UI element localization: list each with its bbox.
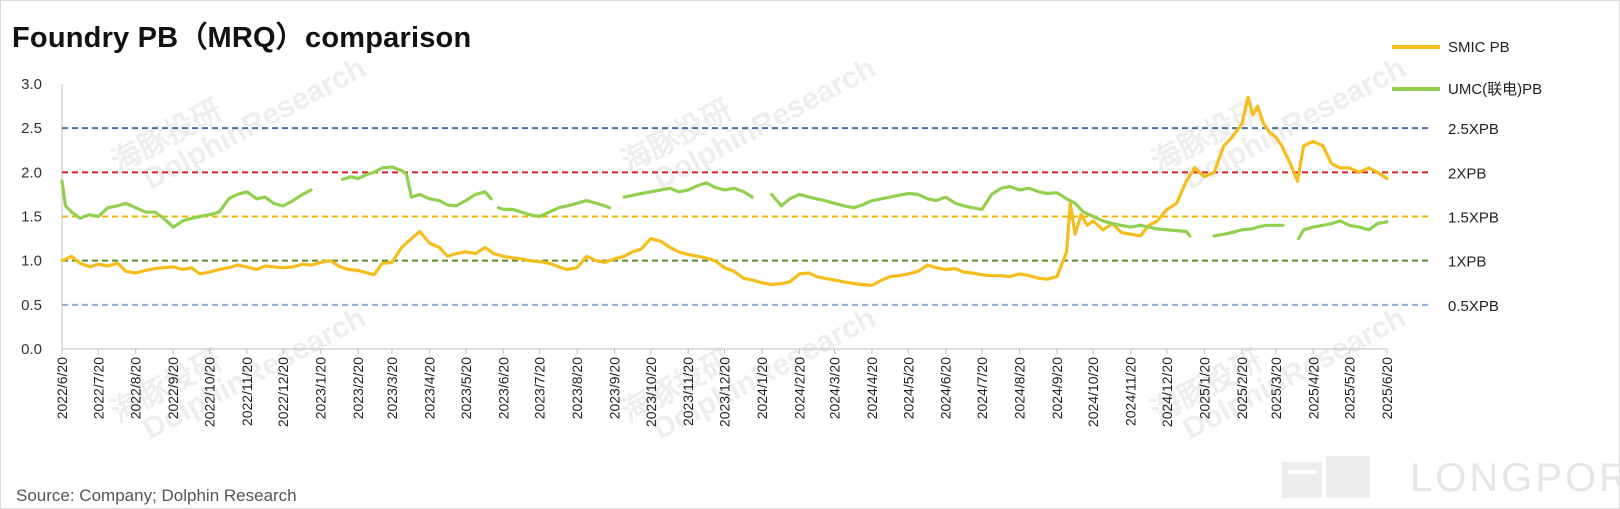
x-tick-label: 2024/9/20 [1049, 357, 1065, 419]
x-tick-label: 2025/1/20 [1196, 357, 1212, 419]
reference-lines: 2.5XPB 2XPB 1.5XPB 1XPB 0.5XPB [62, 121, 1499, 315]
x-tick-label: 2024/2/20 [791, 357, 807, 419]
source-note: Source: Company; Dolphin Research [16, 486, 297, 505]
y-tick-label: 2.0 [21, 164, 42, 181]
x-tick-label: 2022/10/20 [201, 357, 217, 427]
x-tick-label: 2022/8/20 [128, 357, 144, 419]
x-tick-label: 2025/2/20 [1234, 357, 1250, 419]
x-tick-label: 2023/9/20 [606, 357, 622, 419]
x-tick-label: 2024/7/20 [974, 357, 990, 419]
series-layer [60, 95, 1389, 287]
x-tick-label: 2025/5/20 [1342, 357, 1358, 419]
x-tick-label: 2023/11/20 [680, 357, 696, 426]
x-tick-label: 2024/4/20 [864, 357, 880, 419]
legend-label: SMIC PB [1448, 39, 1510, 56]
series-line-smic [60, 95, 1389, 287]
y-tick-label: 0.0 [21, 341, 42, 358]
reference-line-label: 1.5XPB [1448, 210, 1499, 227]
legend: SMIC PB UMC(联电)PB [1392, 39, 1542, 98]
axes: 0.0 0.5 1.0 1.5 2.0 2.5 3.0 2022/6/20 2022/7/20 2… [21, 76, 1395, 427]
x-tick-label: 2023/1/20 [313, 357, 329, 419]
reference-line-label: 2XPB [1448, 165, 1486, 182]
watermark-brand: LONGPORT [1410, 456, 1620, 500]
x-tick-label: 2024/12/20 [1159, 357, 1175, 427]
x-tick-label: 2023/10/20 [643, 357, 659, 427]
reference-line-label: 2.5XPB [1448, 121, 1499, 138]
x-tick-label: 2022/7/20 [90, 357, 106, 419]
x-tick-label: 2024/6/20 [938, 357, 954, 419]
chart-title: Foundry PB（MRQ）comparison [12, 22, 472, 54]
y-tick-label: 1.5 [21, 209, 42, 226]
x-tick-label: 2023/2/20 [350, 357, 366, 419]
x-tick-label: 2022/12/20 [275, 357, 291, 427]
x-tick-label: 2023/5/20 [458, 357, 474, 419]
y-tick-label: 1.0 [21, 253, 42, 270]
x-tick-label: 2025/6/20 [1379, 357, 1395, 419]
x-tick-label: 2022/11/20 [239, 357, 255, 426]
x-tick-label: 2023/12/20 [717, 357, 733, 427]
legend-label: UMC(联电)PB [1448, 81, 1542, 98]
x-tick-label: 2023/4/20 [422, 357, 438, 419]
x-tick-label: 2024/8/20 [1011, 357, 1027, 419]
x-tick-label: 2025/4/20 [1305, 357, 1321, 419]
series-line-umc [60, 165, 1389, 241]
x-tick-label: 2023/6/20 [495, 357, 511, 419]
x-tick-label: 2024/11/20 [1123, 357, 1139, 426]
x-tick-label: 2024/3/20 [827, 357, 843, 419]
y-tick-label: 3.0 [21, 76, 42, 93]
x-tick-label: 2023/7/20 [532, 357, 548, 419]
longport-logo-icon [1282, 456, 1370, 498]
x-tick-label: 2024/1/20 [754, 357, 770, 419]
y-tick-label: 2.5 [21, 120, 42, 137]
reference-line-label: 0.5XPB [1448, 298, 1499, 315]
x-tick-label: 2023/3/20 [384, 357, 400, 419]
x-tick-label: 2024/10/20 [1085, 357, 1101, 427]
x-tick-label: 2024/5/20 [900, 357, 916, 419]
x-tick-label: 2023/8/20 [569, 357, 585, 419]
x-tick-label: 2022/6/20 [54, 357, 70, 419]
y-tick-label: 0.5 [21, 297, 42, 314]
reference-line-label: 1XPB [1448, 254, 1486, 271]
x-tick-label: 2022/9/20 [165, 357, 181, 419]
x-tick-label: 2025/3/20 [1268, 357, 1284, 419]
